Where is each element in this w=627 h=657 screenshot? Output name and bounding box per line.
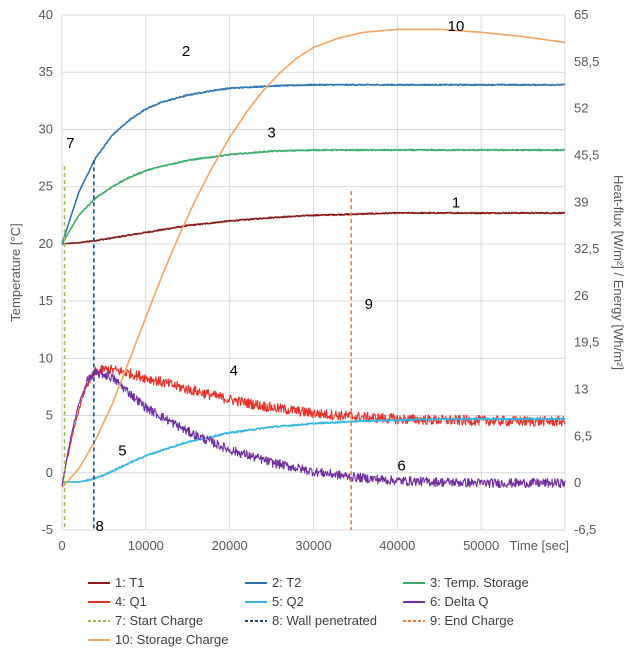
y-right-tick-label: 65	[574, 7, 588, 22]
legend-label: 3: Temp. Storage	[430, 575, 529, 590]
marker-layer	[63, 160, 353, 530]
y-left-tick-label: 0	[46, 465, 53, 480]
series-line-1-t1	[61, 211, 566, 245]
y-left-tick-label: 5	[46, 408, 53, 423]
x-axis-title: Time [sec]	[510, 538, 569, 553]
y-left-tick-label: 40	[39, 7, 53, 22]
legend-item-8-wall-penetrated: 8: Wall penetrated	[245, 613, 377, 628]
annotation-label: 10	[448, 18, 465, 35]
annotation-label: 7	[66, 135, 74, 152]
annotation-label: 8	[96, 518, 104, 535]
legend-item-7-start-charge: 7: Start Charge	[88, 613, 203, 628]
annotation-label: 1	[452, 194, 460, 211]
legend-label: 10: Storage Charge	[115, 632, 228, 647]
y-left-tick-label: 15	[39, 293, 53, 308]
annotation-label: 6	[397, 457, 405, 474]
grid-layer	[61, 14, 566, 531]
legend-item-5-q2: 5: Q2	[245, 594, 304, 609]
series-line-10-storage-charge	[61, 28, 566, 489]
y-right-tick-label: 52	[574, 101, 588, 116]
legend-item-4-q1: 4: Q1	[88, 594, 147, 609]
x-tick-label: 20000	[212, 538, 248, 553]
legend-item-6-delta-q: 6: Delta Q	[403, 594, 489, 609]
legend-item-10-storage-charge: 10: Storage Charge	[88, 632, 228, 647]
y-right-tick-label: 0	[574, 475, 581, 490]
x-tick-label: 10000	[128, 538, 164, 553]
y-left-tick-label: 25	[39, 179, 53, 194]
y-left-tick-label: 10	[39, 350, 53, 365]
legend-item-3-temp-storage: 3: Temp. Storage	[403, 575, 529, 590]
y-right-tick-label: 58,5	[574, 54, 599, 69]
series-line-5-q2	[61, 417, 566, 483]
y-left-tick-label: 20	[39, 236, 53, 251]
annotation-label: 3	[267, 124, 275, 141]
axis-layer: Temperature [°C] Heat-flux [W/m²] / Ener…	[8, 7, 626, 553]
y-right-tick-label: 32,5	[574, 241, 599, 256]
legend-label: 2: T2	[272, 575, 301, 590]
legend: 1: T1 2: T2 3: Temp. Storage 4: Q1 5: Q2 6: D…	[88, 575, 529, 647]
y-left-tick-label: 30	[39, 121, 53, 136]
legend-item-9-end-charge: 9: End Charge	[403, 613, 514, 628]
legend-item-2-t2: 2: T2	[245, 575, 301, 590]
legend-label: 4: Q1	[115, 594, 147, 609]
series-line-3-temp-storage	[61, 148, 566, 245]
series-layer	[61, 28, 566, 489]
x-tick-label: 30000	[295, 538, 331, 553]
annotation-layer: 1 2 3 4 5 6 7 8 9 10	[66, 18, 464, 535]
y-left-tick-label: 35	[39, 64, 53, 79]
y-right-tick-label: 13	[574, 382, 588, 397]
y-right-tick-label: 45,5	[574, 147, 599, 162]
y-right-tick-label: 26	[574, 288, 588, 303]
annotation-label: 4	[230, 363, 238, 380]
legend-label: 7: Start Charge	[115, 613, 203, 628]
annotation-label: 9	[365, 296, 373, 313]
x-tick-label: 40000	[379, 538, 415, 553]
legend-label: 9: End Charge	[430, 613, 514, 628]
y-right-tick-label: -6,5	[574, 522, 596, 537]
y-right-tick-label: 6,5	[574, 428, 592, 443]
series-line-4-q1	[61, 364, 566, 486]
series-line-6-delta-q	[61, 368, 566, 489]
y-right-tick-label: 19,5	[574, 335, 599, 350]
legend-label: 1: T1	[115, 575, 144, 590]
y-left-axis-title: Temperature [°C]	[8, 223, 23, 321]
y-right-axis-title: Heat-flux [W/m²] / Energy [Wh/m²]	[611, 175, 626, 370]
annotation-label: 5	[118, 443, 126, 460]
x-tick-label: 0	[58, 538, 65, 553]
legend-label: 8: Wall penetrated	[272, 613, 377, 628]
annotation-label: 2	[182, 43, 190, 60]
legend-item-1-t1: 1: T1	[88, 575, 144, 590]
y-left-tick-label: -5	[41, 522, 53, 537]
y-right-tick-label: 39	[574, 194, 588, 209]
legend-label: 5: Q2	[272, 594, 304, 609]
series-line-2-t2	[61, 83, 566, 244]
legend-label: 6: Delta Q	[430, 594, 489, 609]
x-tick-label: 50000	[463, 538, 499, 553]
